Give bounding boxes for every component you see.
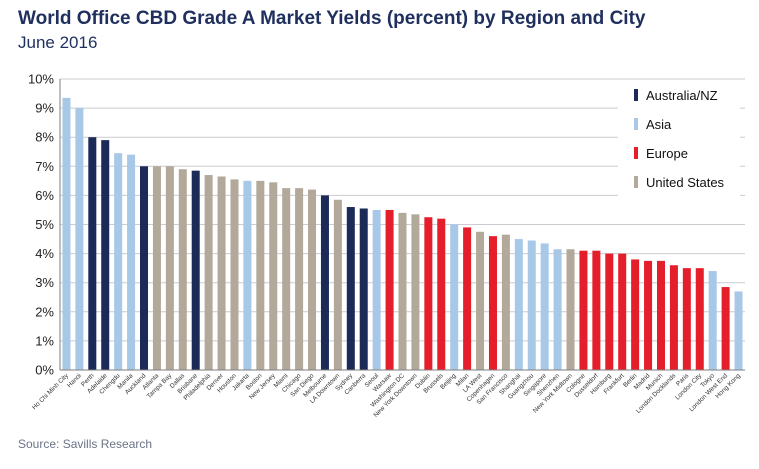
bar (631, 259, 640, 370)
bar (592, 250, 601, 370)
bar (721, 287, 730, 370)
bar (140, 166, 149, 370)
bar (476, 231, 485, 370)
bar (320, 195, 329, 370)
bar (256, 180, 265, 370)
bar (450, 224, 459, 370)
y-tick-label: 6% (35, 188, 54, 203)
chart-title: World Office CBD Grade A Market Yields (… (18, 8, 646, 29)
bar (282, 188, 291, 370)
y-tick-label: 8% (35, 130, 54, 145)
bar (152, 166, 161, 370)
bar (217, 176, 226, 370)
x-tick-label: Ho Chi Minh City (31, 372, 70, 411)
bar (579, 250, 588, 370)
bar (553, 249, 562, 370)
bar (398, 212, 407, 370)
bar (656, 260, 665, 370)
bar (346, 207, 355, 370)
bar (230, 179, 239, 370)
y-tick-label: 0% (35, 363, 54, 378)
bar (308, 189, 317, 370)
bar (411, 214, 420, 370)
bar (514, 239, 523, 370)
y-tick-label: 3% (35, 275, 54, 290)
bar (501, 234, 510, 370)
y-tick-label: 7% (35, 159, 54, 174)
legend-swatch (634, 89, 638, 101)
chart-subtitle: June 2016 (18, 33, 98, 52)
x-axis: Ho Chi Minh CityHanoiPerthAdelaideChengd… (31, 369, 745, 419)
bar (191, 170, 200, 370)
legend-swatch (634, 118, 638, 130)
y-tick-label: 1% (35, 333, 54, 348)
bar (605, 253, 614, 370)
source-note: Source: Savills Research (18, 437, 153, 451)
bar (269, 182, 278, 370)
legend-label: Europe (646, 146, 688, 161)
legend-swatch (634, 176, 638, 188)
legend-label: United States (646, 175, 725, 190)
bar (708, 271, 717, 370)
legend-label: Australia/NZ (646, 88, 718, 103)
bar (540, 243, 549, 370)
bar (734, 291, 743, 370)
bar (695, 268, 704, 370)
y-tick-label: 10% (28, 72, 54, 87)
legend: Australia/NZ Asia Europe United States (618, 83, 740, 197)
y-tick-label: 2% (35, 304, 54, 319)
bar (333, 199, 342, 370)
bar (372, 209, 381, 370)
y-axis: 0% 1% 2% 3% 4% 5% 6% 7% 8% 9% 10% (28, 72, 61, 378)
bar (127, 154, 136, 370)
bar (204, 175, 213, 370)
x-tick-label: Hanoi (66, 372, 83, 389)
bar (618, 253, 627, 370)
bar (62, 97, 71, 370)
bar (682, 268, 691, 370)
legend-swatch (634, 147, 638, 159)
legend-box (618, 83, 740, 197)
bar (165, 166, 174, 370)
bar (437, 218, 446, 370)
bar (88, 137, 97, 370)
bars (62, 97, 743, 370)
bar (566, 249, 575, 370)
bar (178, 169, 187, 370)
bar (488, 236, 497, 370)
bar (424, 217, 433, 370)
bar (101, 140, 110, 370)
y-tick-label: 5% (35, 217, 54, 232)
legend-label: Asia (646, 117, 672, 132)
bar (75, 108, 84, 370)
y-tick-label: 9% (35, 101, 54, 116)
bar (114, 153, 123, 370)
bar (385, 209, 394, 370)
bar (644, 260, 653, 370)
bar (295, 188, 304, 370)
bar (463, 227, 472, 370)
bar (527, 240, 536, 370)
bar (669, 265, 678, 370)
bar (359, 208, 368, 370)
y-tick-label: 4% (35, 246, 54, 261)
bar (243, 180, 252, 370)
